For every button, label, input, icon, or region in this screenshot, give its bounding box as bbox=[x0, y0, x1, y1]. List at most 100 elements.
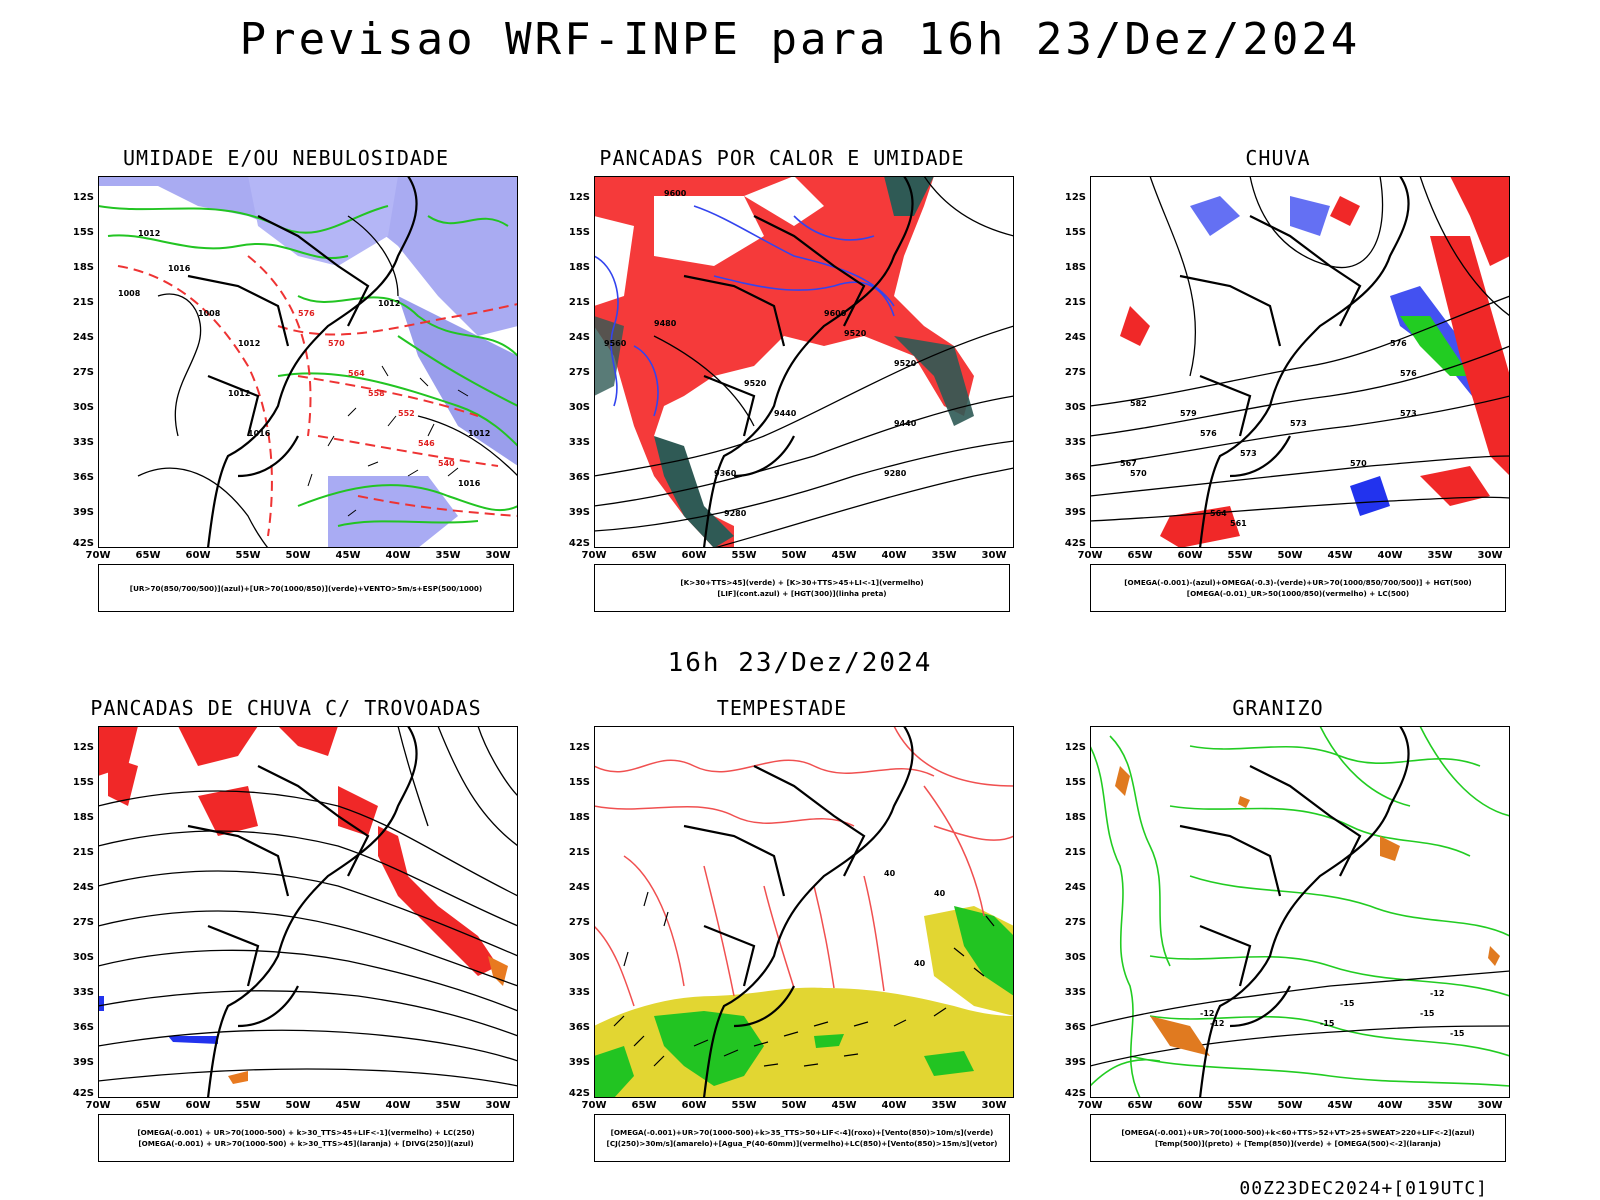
map-pancadas-calor: 9600 9560 9520 9520 9480 9440 9440 9360 9280 9280… bbox=[569, 176, 1014, 561]
lon-label: 70W bbox=[85, 1100, 111, 1111]
lat-label: 39S bbox=[1064, 507, 1086, 518]
contour-label: 576 bbox=[1390, 339, 1407, 348]
contour-label: 9560 bbox=[604, 339, 627, 348]
contour-label: 1016 bbox=[168, 264, 191, 273]
lon-label: 40W bbox=[881, 1100, 907, 1111]
lon-label: 60W bbox=[185, 550, 211, 561]
contour-label: 9520 bbox=[894, 359, 917, 368]
contour-label: 9600 bbox=[824, 309, 847, 318]
map-canvas bbox=[98, 726, 518, 1098]
legend-line: [OMEGA(-0.001)-(azul)+OMEGA(-0.3)-(verde… bbox=[1124, 578, 1472, 587]
lon-label: 65W bbox=[1127, 550, 1153, 561]
contour-label: 1012 bbox=[238, 339, 260, 348]
lat-label: 30S bbox=[568, 402, 590, 413]
contour-label: 558 bbox=[368, 389, 385, 398]
lon-label: 40W bbox=[1377, 550, 1403, 561]
lon-label: 45W bbox=[1327, 1100, 1353, 1111]
lat-label: 39S bbox=[72, 1057, 94, 1068]
contour-label: 1012 bbox=[468, 429, 490, 438]
lat-label: 12S bbox=[568, 742, 590, 753]
contour-label: 570 bbox=[1130, 469, 1147, 478]
contour-label: 546 bbox=[418, 439, 435, 448]
contour-label: 582 bbox=[1130, 399, 1147, 408]
legend-line: [LIF](cont.azul) + [HGT(300)](linha pret… bbox=[717, 589, 887, 598]
lat-label: 30S bbox=[72, 402, 94, 413]
panel-title: PANCADAS DE CHUVA C/ TROVOADAS bbox=[90, 696, 482, 720]
legend-box: [OMEGA(-0.001)-(azul)+OMEGA(-0.3)-(verde… bbox=[1090, 564, 1506, 612]
panel-umidade: UMIDADE E/OU NEBULOSIDADE bbox=[66, 146, 518, 624]
lat-label: 33S bbox=[72, 437, 94, 448]
lat-label: 42S bbox=[1064, 1088, 1086, 1099]
lat-label: 27S bbox=[1064, 367, 1086, 378]
lon-label: 45W bbox=[1327, 550, 1353, 561]
lon-label: 70W bbox=[1077, 1100, 1103, 1111]
lon-label: 35W bbox=[1427, 550, 1453, 561]
map-tempestade: 40 40 40 12S 15S 18S 21S 24S 27S 30S 33S 3… bbox=[569, 726, 1014, 1111]
lat-label: 33S bbox=[1064, 987, 1086, 998]
contour-label: -12 bbox=[1430, 989, 1444, 998]
lat-label: 18S bbox=[568, 262, 590, 273]
legend-box: [K>30+TTS>45](verde) + [K>30+TTS>45+LI<-… bbox=[594, 564, 1010, 612]
lat-label: 33S bbox=[568, 437, 590, 448]
contour-label: 564 bbox=[1210, 509, 1227, 518]
lat-label: 18S bbox=[1064, 812, 1086, 823]
lon-label: 65W bbox=[631, 550, 657, 561]
contour-label: 576 bbox=[298, 309, 315, 318]
lat-label: 36S bbox=[1064, 1022, 1086, 1033]
lon-label: 50W bbox=[781, 1100, 807, 1111]
panel-title: GRANIZO bbox=[1232, 696, 1324, 720]
lat-label: 27S bbox=[72, 367, 94, 378]
panel-pancadas-calor: PANCADAS POR CALOR E UMIDADE bbox=[562, 146, 1014, 624]
lon-label: 55W bbox=[235, 550, 261, 561]
lat-label: 21S bbox=[568, 847, 590, 858]
lat-label: 42S bbox=[72, 538, 94, 549]
contour-label: 9440 bbox=[894, 419, 917, 428]
lat-label: 15S bbox=[72, 777, 94, 788]
lat-label: 24S bbox=[568, 332, 590, 343]
lon-label: 60W bbox=[1177, 550, 1203, 561]
contour-label: 1016 bbox=[458, 479, 481, 488]
lat-label: 27S bbox=[568, 917, 590, 928]
contour-label: 561 bbox=[1230, 519, 1247, 528]
contour-label: 576 bbox=[1200, 429, 1217, 438]
lat-label: 15S bbox=[568, 227, 590, 238]
lon-label: 70W bbox=[581, 550, 607, 561]
lat-label: 21S bbox=[1064, 297, 1086, 308]
lat-label: 42S bbox=[72, 1088, 94, 1099]
lon-label: 40W bbox=[385, 550, 411, 561]
lon-label: 50W bbox=[285, 550, 311, 561]
legend-line: [OMEGA(-0.001)+UR>70(1000-500)+k<60+TTS>… bbox=[1121, 1128, 1475, 1137]
contour-label: -15 bbox=[1420, 1009, 1435, 1018]
contour-label: 1008 bbox=[118, 289, 141, 298]
lat-label: 36S bbox=[568, 1022, 590, 1033]
lon-label: 30W bbox=[1477, 1100, 1503, 1111]
lat-label: 24S bbox=[568, 882, 590, 893]
lon-label: 70W bbox=[1077, 550, 1103, 561]
map-chuva: 576 576 573 570 567 573 570 564 561 582 579 576 573 … bbox=[1065, 176, 1510, 561]
legend-line: [CJ(250)>30m/s](amarelo)+[Agua_P(40-60mm… bbox=[606, 1139, 998, 1148]
panel-title: CHUVA bbox=[1245, 146, 1311, 170]
legend-box: [UR>70(850/700/500)](azul)+[UR>70(1000/8… bbox=[98, 564, 514, 612]
contour-label: 1012 bbox=[138, 229, 160, 238]
lat-label: 36S bbox=[72, 472, 94, 483]
legend-line: [Temp(500)](preto) + [Temp(850)](verde) … bbox=[1155, 1139, 1441, 1148]
contour-label: -12 bbox=[1200, 1009, 1214, 1018]
valid-time-title: 16h 23/Dez/2024 bbox=[667, 648, 933, 678]
lat-label: 33S bbox=[72, 987, 94, 998]
contour-label: -15 bbox=[1320, 1019, 1335, 1028]
lat-label: 18S bbox=[1064, 262, 1086, 273]
lon-label: 30W bbox=[485, 550, 511, 561]
lon-label: 35W bbox=[931, 1100, 957, 1111]
lon-label: 60W bbox=[185, 1100, 211, 1111]
lon-label: 65W bbox=[631, 1100, 657, 1111]
contour-label: 576 bbox=[1400, 369, 1417, 378]
lon-label: 70W bbox=[581, 1100, 607, 1111]
lat-label: 39S bbox=[72, 507, 94, 518]
lat-label: 33S bbox=[568, 987, 590, 998]
lat-label: 27S bbox=[568, 367, 590, 378]
contour-label: 1012 bbox=[378, 299, 400, 308]
contour-label: 9520 bbox=[844, 329, 867, 338]
lon-label: 35W bbox=[1427, 1100, 1453, 1111]
contour-label: -12 bbox=[1210, 1019, 1224, 1028]
lat-label: 30S bbox=[1064, 952, 1086, 963]
